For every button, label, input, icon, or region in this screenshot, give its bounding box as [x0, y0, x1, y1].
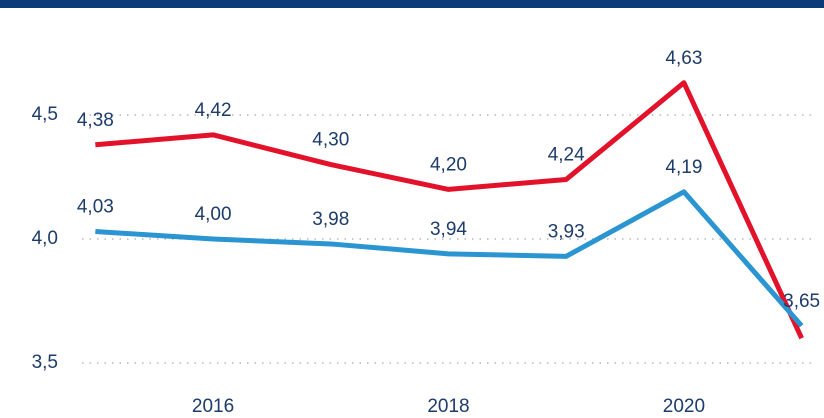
x-tick-label: 2020 [663, 396, 705, 417]
series-line [95, 80, 804, 340]
y-tick-label: 3,5 [32, 352, 58, 373]
data-label: 4,30 [312, 130, 349, 151]
data-label: 3,65 [783, 291, 820, 312]
x-tick-label: 2016 [192, 396, 234, 417]
data-label: 4,19 [665, 157, 702, 178]
data-label: 3,98 [312, 209, 349, 230]
x-tick-label: 2018 [427, 396, 469, 417]
y-tick-label: 4,0 [32, 228, 58, 249]
data-label: 3,94 [430, 219, 467, 240]
data-label: 4,38 [77, 110, 114, 131]
data-label: 4,20 [430, 154, 467, 175]
series-line [95, 189, 804, 328]
data-label: 4,42 [195, 100, 232, 121]
data-label: 4,24 [548, 144, 585, 165]
y-tick-label: 4,5 [32, 104, 58, 125]
data-label: 4,63 [665, 48, 702, 69]
data-label: 4,03 [77, 197, 114, 218]
data-label: 3,93 [548, 221, 585, 242]
data-label: 4,00 [195, 204, 232, 225]
top-bar [0, 0, 824, 8]
